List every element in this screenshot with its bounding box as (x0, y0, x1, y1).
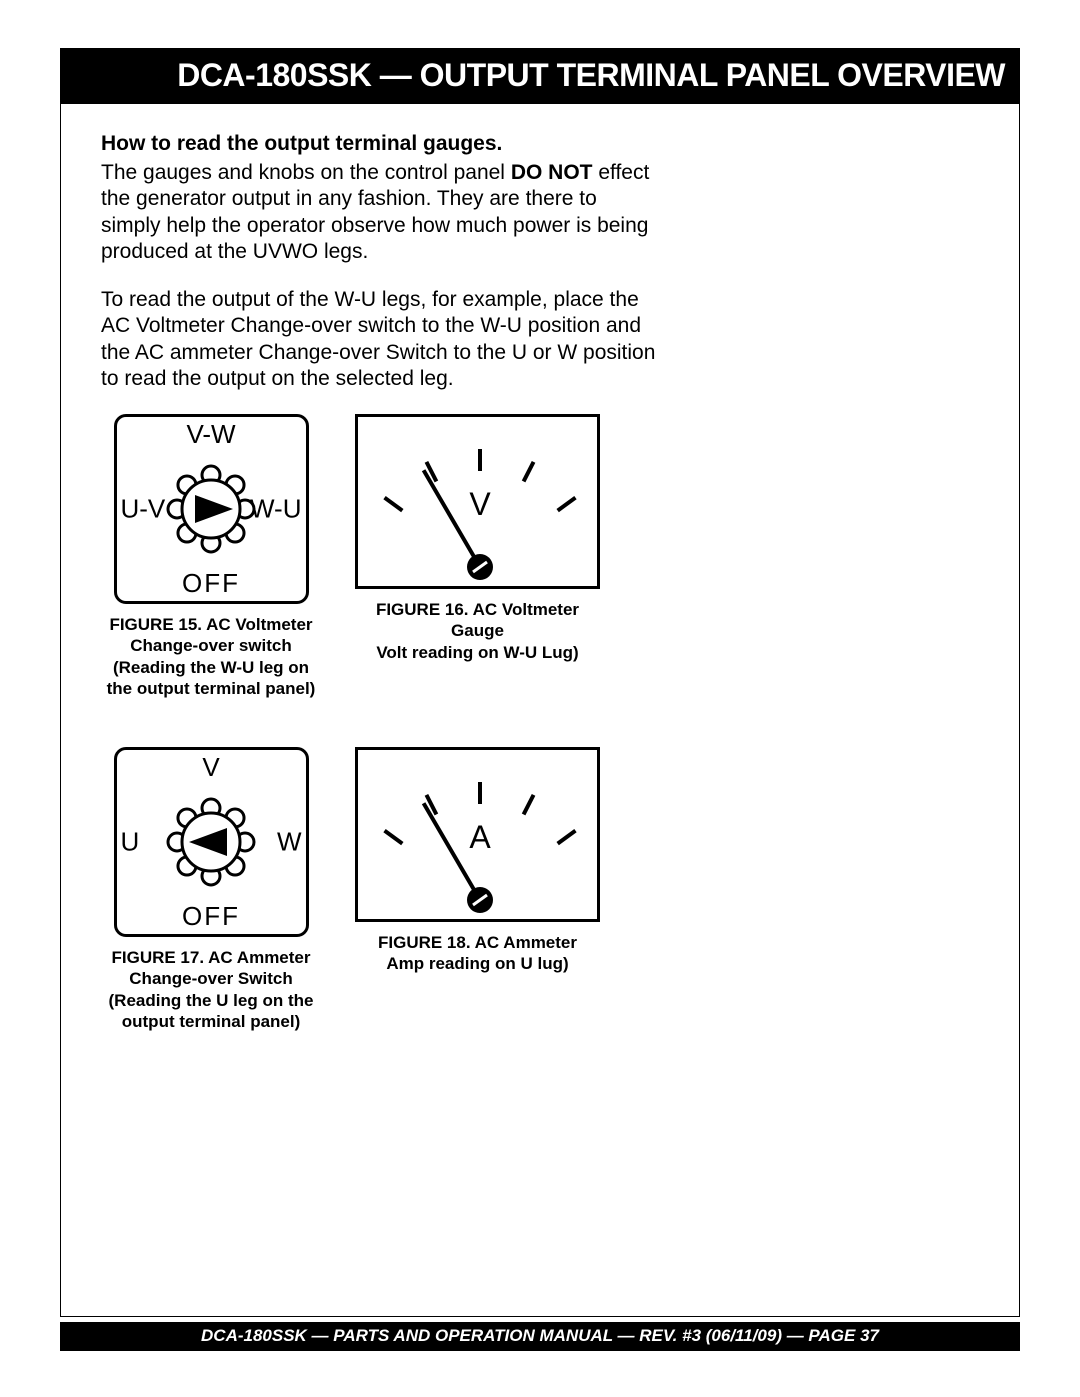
para1-a: The gauges and knobs on the control pane… (101, 161, 511, 184)
intro-para-1: The gauges and knobs on the control pane… (101, 160, 661, 265)
figure-17-caption: FIGURE 17. AC Ammeter Change-over Switch… (101, 947, 321, 1032)
switch-label-left: U (121, 827, 140, 858)
intro-para-2: To read the output of the W-U legs, for … (101, 287, 661, 392)
figure-15-caption: FIGURE 15. AC Voltmeter Change-over swit… (101, 614, 321, 699)
switch-label-bottom: OFF (182, 901, 240, 932)
figure-row-2: V U W OFF FIGURE 17. AC Ammeter Change-o… (101, 747, 979, 1032)
footer-text: DCA-180SSK — PARTS AND OPERATION MANUAL … (201, 1326, 879, 1345)
figure-16: V FIGURE 16. AC Voltmeter Gauge Volt rea… (355, 414, 600, 663)
figure-row-1: V-W U-V W-U OFF FIGURE 15. AC Voltmeter … (101, 414, 979, 699)
switch-label-bottom: OFF (182, 568, 240, 599)
figure-15: V-W U-V W-U OFF FIGURE 15. AC Voltmeter … (101, 414, 321, 699)
svg-text:V: V (469, 486, 491, 522)
gauge-svg-icon: A (358, 750, 603, 925)
ammeter-switch-icon: V U W OFF (114, 747, 309, 937)
ammeter-gauge-icon: A (355, 747, 600, 922)
figure-18-caption: FIGURE 18. AC Ammeter Amp reading on U l… (368, 932, 588, 975)
rotary-knob-icon (163, 794, 259, 890)
para1-bold: DO NOT (511, 161, 593, 184)
voltmeter-switch-icon: V-W U-V W-U OFF (114, 414, 309, 604)
gauge-svg-icon: V (358, 417, 603, 592)
figure-17: V U W OFF FIGURE 17. AC Ammeter Change-o… (101, 747, 321, 1032)
footer-bar: DCA-180SSK — PARTS AND OPERATION MANUAL … (60, 1322, 1020, 1351)
svg-text:A: A (469, 819, 491, 855)
voltmeter-gauge-icon: V (355, 414, 600, 589)
header-title: DCA-180SSK — OUTPUT TERMINAL PANEL OVERV… (177, 57, 1005, 93)
content-area: How to read the output terminal gauges. … (61, 104, 1019, 1100)
switch-label-left: U-V (121, 494, 166, 525)
switch-label-top: V (202, 752, 219, 783)
header-bar: DCA-180SSK — OUTPUT TERMINAL PANEL OVERV… (61, 49, 1019, 104)
figure-18: A FIGURE 18. AC Ammeter Amp reading on U… (355, 747, 600, 975)
switch-label-top: V-W (186, 419, 235, 450)
figure-16-caption: FIGURE 16. AC Voltmeter Gauge Volt readi… (368, 599, 588, 663)
section-heading: How to read the output terminal gauges. (101, 132, 979, 156)
rotary-knob-icon (163, 461, 259, 557)
page-frame: DCA-180SSK — OUTPUT TERMINAL PANEL OVERV… (60, 48, 1020, 1317)
switch-label-right: W (277, 827, 302, 858)
